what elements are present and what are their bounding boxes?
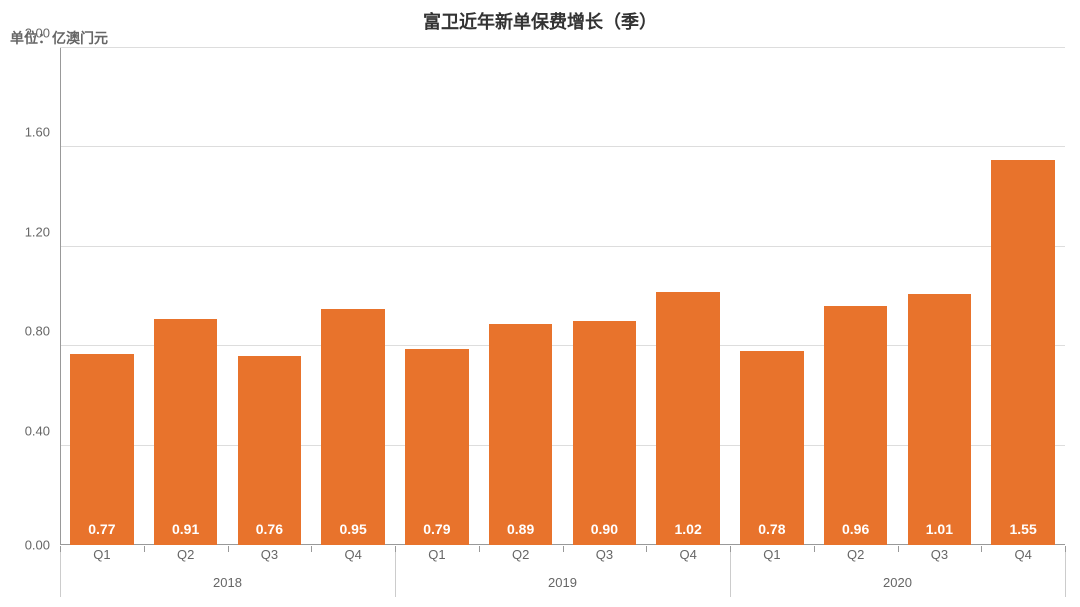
bar-value-label: 1.55	[1009, 521, 1036, 537]
bar-group: 0.76	[228, 48, 312, 545]
quarter-label: Q4	[981, 547, 1065, 567]
bar-group: 0.90	[563, 48, 647, 545]
bar: 1.01	[908, 294, 972, 545]
y-tick-0: 0.00	[25, 538, 50, 553]
quarter-label: Q3	[898, 547, 982, 567]
year-separator	[730, 552, 731, 597]
bar: 0.78	[740, 351, 804, 545]
bar: 0.91	[154, 319, 218, 545]
bar: 0.89	[489, 324, 553, 545]
y-tick-5: 2.00	[25, 26, 50, 41]
quarter-label: Q2	[814, 547, 898, 567]
quarter-tick	[228, 546, 229, 552]
bar: 0.76	[238, 356, 302, 545]
chart-title: 富卫近年新单保费增长（季）	[423, 8, 657, 34]
bar: 0.90	[573, 321, 637, 545]
bar-value-label: 1.01	[926, 521, 953, 537]
bar-group: 0.79	[395, 48, 479, 545]
quarter-label: Q2	[144, 547, 228, 567]
y-axis: 0.00 0.40 0.80 1.20 1.60 2.00	[0, 48, 60, 545]
bar-group: 1.02	[646, 48, 730, 545]
quarter-label: Q4	[646, 547, 730, 567]
bar-group: 0.95	[311, 48, 395, 545]
year-label: 2020	[730, 575, 1065, 595]
y-tick-4: 1.60	[25, 125, 50, 140]
bar-group: 1.55	[981, 48, 1065, 545]
bar-value-label: 0.91	[172, 521, 199, 537]
quarter-label: Q3	[563, 547, 647, 567]
year-separator	[395, 552, 396, 597]
bar-value-label: 0.89	[507, 521, 534, 537]
quarter-tick	[981, 546, 982, 552]
bar: 0.96	[824, 306, 888, 545]
y-tick-1: 0.40	[25, 423, 50, 438]
quarter-label: Q3	[228, 547, 312, 567]
bar-group: 1.01	[898, 48, 982, 545]
x-labels-years: 2018 2019 2020	[60, 575, 1065, 595]
bar-value-label: 0.79	[423, 521, 450, 537]
bar: 1.02	[656, 292, 720, 545]
bar-value-label: 0.95	[339, 521, 366, 537]
plot-area: 0.77 0.91 0.76 0.95 0.79 0.89 0.90 1.02 0.78 0.96…	[60, 48, 1065, 545]
year-separator	[1065, 552, 1066, 597]
bars-area: 0.77 0.91 0.76 0.95 0.79 0.89 0.90 1.02 0.78 0.96…	[60, 48, 1065, 545]
quarter-tick	[646, 546, 647, 552]
bar-value-label: 0.77	[88, 521, 115, 537]
quarter-tick	[563, 546, 564, 552]
bar: 1.55	[991, 160, 1055, 545]
bar-group: 0.89	[479, 48, 563, 545]
quarter-tick	[144, 546, 145, 552]
quarter-label: Q2	[479, 547, 563, 567]
bar-group: 0.78	[730, 48, 814, 545]
chart-container: 富卫近年新单保费增长（季） 单位：亿澳门元 0.00 0.40 0.80 1.2…	[0, 0, 1080, 607]
quarter-label: Q4	[311, 547, 395, 567]
year-separator	[60, 552, 61, 597]
bar: 0.79	[405, 349, 469, 545]
bar-value-label: 0.96	[842, 521, 869, 537]
quarter-tick	[311, 546, 312, 552]
bar: 0.77	[70, 354, 134, 545]
bar-group: 0.77	[60, 48, 144, 545]
y-tick-3: 1.20	[25, 224, 50, 239]
quarter-label: Q1	[60, 547, 144, 567]
quarter-tick	[479, 546, 480, 552]
bar-value-label: 1.02	[674, 521, 701, 537]
bar-value-label: 0.90	[591, 521, 618, 537]
year-label: 2018	[60, 575, 395, 595]
bar-group: 0.91	[144, 48, 228, 545]
quarter-tick	[814, 546, 815, 552]
quarter-label: Q1	[730, 547, 814, 567]
quarter-label: Q1	[395, 547, 479, 567]
year-label: 2019	[395, 575, 730, 595]
bar-group: 0.96	[814, 48, 898, 545]
quarter-tick	[898, 546, 899, 552]
bar: 0.95	[321, 309, 385, 545]
bar-value-label: 0.78	[758, 521, 785, 537]
bar-value-label: 0.76	[256, 521, 283, 537]
y-tick-2: 0.80	[25, 324, 50, 339]
